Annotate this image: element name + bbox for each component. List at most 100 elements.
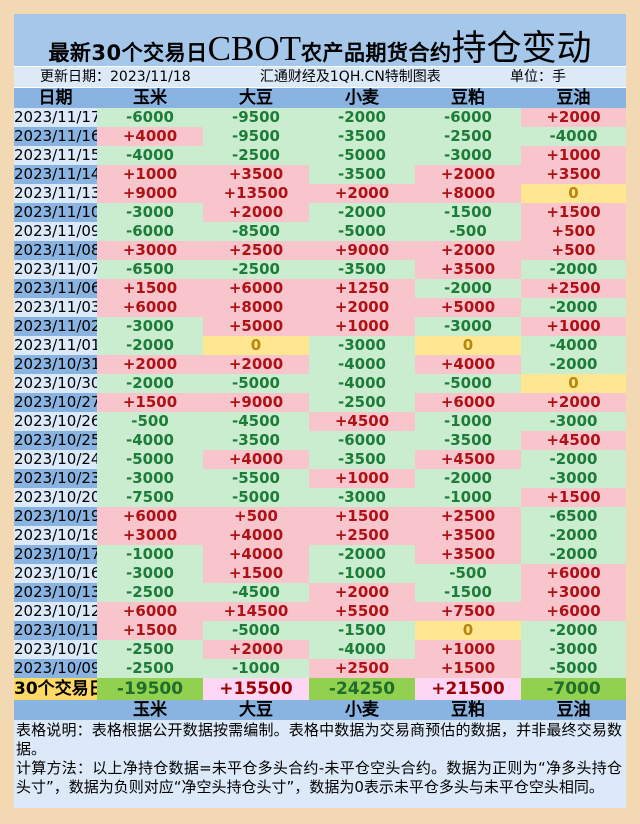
summary-value-cell: -7000 [521,678,626,700]
value-cell: 0 [521,374,626,393]
value-cell: -2000 [309,108,415,127]
summary-value-cell: +15500 [203,678,309,700]
summary-value-cell: +21500 [415,678,521,700]
value-cell: +6000 [415,393,521,412]
value-cell: -2000 [521,260,626,279]
date-cell: 2023/10/26 [14,412,97,431]
value-cell: +4000 [203,450,309,469]
value-cell: +1500 [521,203,626,222]
value-cell: -5000 [521,659,626,678]
value-cell: +5500 [309,602,415,621]
value-cell: -7500 [97,488,203,507]
value-cell: -5000 [203,621,309,640]
position-table: 日期 玉米 大豆 小麦 豆粕 豆油 2023/11/17 -6000 -9500 -2000 -60… [14,88,626,720]
value-cell: -4000 [97,431,203,450]
value-cell: -500 [415,564,521,583]
date-cell: 2023/11/06 [14,279,97,298]
value-cell: -5000 [415,374,521,393]
bottom-header-spacer [14,700,97,720]
value-cell: -2500 [97,640,203,659]
value-cell: +9000 [203,393,309,412]
report-title: 最新30个交易日 CBOT 农产品期货合约 持仓变动 [14,14,626,68]
value-cell: +3500 [415,545,521,564]
value-cell: -8500 [203,222,309,241]
value-cell: -5000 [309,146,415,165]
value-cell: +8000 [415,184,521,203]
date-cell: 2023/10/10 [14,640,97,659]
value-cell: -2500 [415,127,521,146]
value-cell: +1500 [309,507,415,526]
note-table-description: 表格说明：表格根据公开数据按需编制。表格中数据为交易商预估的数据，并非最终交易数… [16,721,622,758]
value-cell: -3000 [309,336,415,355]
value-cell: +2500 [415,507,521,526]
value-cell: +4000 [97,127,203,146]
value-cell: +2000 [521,108,626,127]
date-cell: 2023/10/19 [14,507,97,526]
value-cell: -5500 [203,469,309,488]
value-cell: +13500 [203,184,309,203]
date-cell: 2023/11/09 [14,222,97,241]
value-cell: -3000 [521,469,626,488]
note-calculation-method: 计算方法：以上净持仓数据=未平仓多头合约-未平仓空头合约。数据为正则为“净多头持… [16,759,622,796]
value-cell: +4500 [521,431,626,450]
value-cell: -3000 [521,640,626,659]
date-cell: 2023/11/02 [14,317,97,336]
value-cell: +2000 [521,393,626,412]
value-cell: +6000 [97,602,203,621]
value-cell: +4500 [309,412,415,431]
value-cell: -4000 [309,355,415,374]
value-cell: 0 [521,184,626,203]
date-cell: 2023/10/17 [14,545,97,564]
date-cell: 2023/11/17 [14,108,97,127]
date-cell: 2023/11/14 [14,165,97,184]
value-cell: -6000 [97,222,203,241]
column-header: 豆油 [521,700,626,720]
value-cell: -3000 [415,146,521,165]
title-part-brand: CBOT [207,29,302,68]
value-cell: -2000 [97,336,203,355]
value-cell: -2000 [521,450,626,469]
value-cell: -6000 [309,431,415,450]
value-cell: +6000 [521,602,626,621]
value-cell: -2000 [521,526,626,545]
value-cell: -2000 [521,355,626,374]
column-header: 小麦 [309,700,415,720]
value-cell: +2000 [203,355,309,374]
date-cell: 2023/10/25 [14,431,97,450]
value-cell: +2500 [521,279,626,298]
date-cell: 2023/11/03 [14,298,97,317]
value-cell: +2000 [415,241,521,260]
value-cell: +2000 [309,298,415,317]
column-header: 小麦 [309,88,415,108]
date-cell: 2023/10/11 [14,621,97,640]
info-bar: 更新日期：2023/11/18 汇通财经及1QH.CN特制图表 单位：手 [14,67,626,88]
value-cell: +1500 [97,279,203,298]
value-cell: -2000 [97,374,203,393]
value-cell: +5000 [203,317,309,336]
value-cell: +3500 [415,260,521,279]
date-cell: 2023/11/08 [14,241,97,260]
value-cell: -1000 [415,412,521,431]
column-header: 豆粕 [415,700,521,720]
value-cell: +7500 [415,602,521,621]
value-cell: -4000 [521,336,626,355]
value-cell: 0 [415,621,521,640]
value-cell: +2500 [203,241,309,260]
date-cell: 2023/10/20 [14,488,97,507]
value-cell: +1500 [415,659,521,678]
value-cell: -2000 [521,621,626,640]
value-cell: -4000 [521,127,626,146]
value-cell: -3000 [97,564,203,583]
value-cell: +500 [203,507,309,526]
value-cell: -5000 [203,488,309,507]
value-cell: -3000 [97,317,203,336]
value-cell: -2000 [521,545,626,564]
value-cell: -500 [97,412,203,431]
summary-value-cell: -19500 [97,678,203,700]
value-cell: -4000 [309,374,415,393]
value-cell: -4000 [309,640,415,659]
unit-label: 单位：手 [509,69,566,85]
value-cell: -3500 [309,127,415,146]
value-cell: +4000 [203,526,309,545]
value-cell: +2000 [415,165,521,184]
